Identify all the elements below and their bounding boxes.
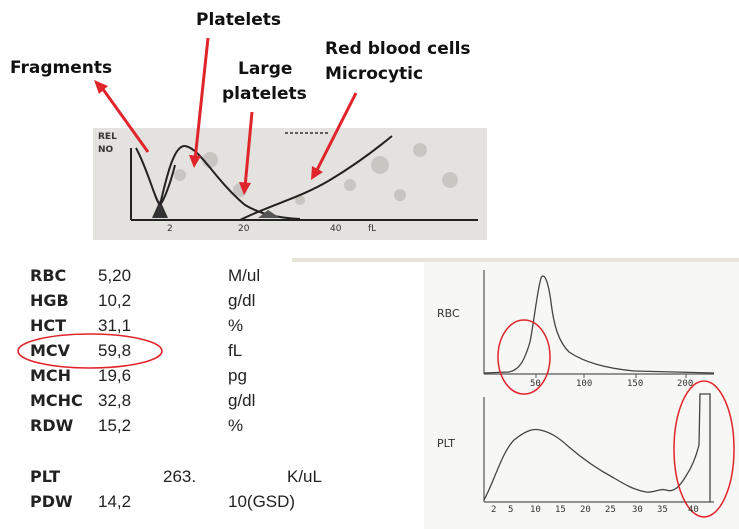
no-label: NO bbox=[98, 145, 114, 155]
rbc-curve-right bbox=[483, 275, 715, 374]
top-tick-20: 20 bbox=[238, 224, 250, 234]
result-name: MCHC bbox=[30, 391, 83, 410]
result-unit: % bbox=[228, 416, 244, 435]
result-name: RDW bbox=[30, 416, 74, 435]
result-value: 5,20 bbox=[98, 266, 132, 285]
result-name: MCV bbox=[30, 341, 71, 360]
plt-tick-20: 20 bbox=[580, 505, 591, 515]
result-value: 31,1 bbox=[98, 316, 132, 335]
pdw-value: 14,2 bbox=[98, 492, 132, 511]
plt-tick-40: 40 bbox=[688, 505, 699, 515]
fragments-fill bbox=[152, 200, 168, 218]
rbc-tick-150: 150 bbox=[627, 379, 644, 389]
fragments-arrowhead bbox=[94, 80, 108, 94]
result-unit: % bbox=[228, 316, 244, 335]
rbc-tick-100: 100 bbox=[576, 379, 593, 389]
annotation-arrows bbox=[94, 37, 358, 195]
result-unit: M/ul bbox=[228, 266, 261, 285]
mcv-highlight-ellipse bbox=[17, 333, 163, 369]
result-value: 15,2 bbox=[98, 416, 132, 435]
result-value: 19,6 bbox=[98, 366, 132, 385]
platelets-arrow bbox=[193, 37, 210, 161]
result-name: HCT bbox=[30, 316, 67, 335]
large-platelets-arrow bbox=[243, 111, 254, 188]
result-value: 32,8 bbox=[98, 391, 132, 410]
label-platelets: Platelets bbox=[196, 10, 282, 30]
plt-tick-5: 5 bbox=[508, 505, 514, 515]
large-platelets-arrowhead bbox=[239, 182, 251, 195]
fragments-curve bbox=[135, 147, 176, 207]
rel-label: REL bbox=[98, 132, 117, 142]
right-histograms-bg bbox=[424, 262, 739, 529]
plt-tick-35: 35 bbox=[657, 505, 668, 515]
divider-bar bbox=[292, 258, 739, 262]
fragments-arrow bbox=[98, 84, 150, 153]
plt-name: PLT bbox=[30, 467, 61, 486]
result-name: HGB bbox=[30, 291, 69, 310]
rbc-ticks bbox=[535, 374, 687, 378]
platelet-curve bbox=[159, 145, 301, 220]
label-rbc-line2: Microcytic bbox=[325, 64, 424, 84]
top-tick-2: 2 bbox=[167, 224, 173, 234]
result-unit: fL bbox=[228, 341, 243, 360]
result-unit: g/dl bbox=[228, 391, 256, 410]
result-name: RBC bbox=[30, 266, 67, 285]
result-name: MCH bbox=[30, 366, 72, 385]
result-unit: g/dl bbox=[228, 291, 256, 310]
plt-curve-right bbox=[483, 393, 711, 502]
platelets-arrowhead bbox=[189, 155, 201, 168]
label-rbc-line1: Red blood cells bbox=[325, 39, 471, 59]
plt-tick-10: 10 bbox=[530, 505, 541, 515]
label-large-line2: platelets bbox=[222, 84, 307, 104]
plt-tick-15: 15 bbox=[555, 505, 566, 515]
pdw-name: PDW bbox=[30, 492, 73, 511]
rbc-tick-50: 50 bbox=[530, 379, 541, 389]
pdw-unit: 10(GSD) bbox=[228, 492, 296, 511]
plt-tick-2: 2 bbox=[491, 505, 497, 515]
rbc-arrowhead bbox=[311, 166, 323, 180]
plt-value: 263. bbox=[163, 467, 197, 486]
rbc-hist-label: RBC bbox=[437, 307, 460, 320]
result-value: 10,2 bbox=[98, 291, 132, 310]
plt-highlight-circle bbox=[673, 380, 735, 518]
plt-hist-label: PLT bbox=[437, 437, 455, 450]
result-unit: pg bbox=[228, 366, 247, 385]
label-large-line1: Large bbox=[238, 59, 293, 79]
rbc-arrow bbox=[314, 92, 358, 173]
rbc-highlight-circle bbox=[497, 319, 551, 395]
plt-unit: K/uL bbox=[287, 467, 322, 486]
right-histograms bbox=[424, 262, 739, 529]
overlap-fill bbox=[258, 210, 280, 218]
top-histogram bbox=[94, 37, 478, 221]
scan-noise bbox=[174, 143, 458, 205]
rbc-tick-200: 200 bbox=[677, 379, 694, 389]
result-value: 59,8 bbox=[98, 341, 132, 360]
label-fragments: Fragments bbox=[10, 58, 113, 78]
top-tick-fl: fL bbox=[368, 224, 377, 234]
top-tick-40: 40 bbox=[330, 224, 342, 234]
plt-tick-30: 30 bbox=[632, 505, 643, 515]
rbc-curve bbox=[239, 135, 393, 221]
plt-tick-25: 25 bbox=[605, 505, 616, 515]
